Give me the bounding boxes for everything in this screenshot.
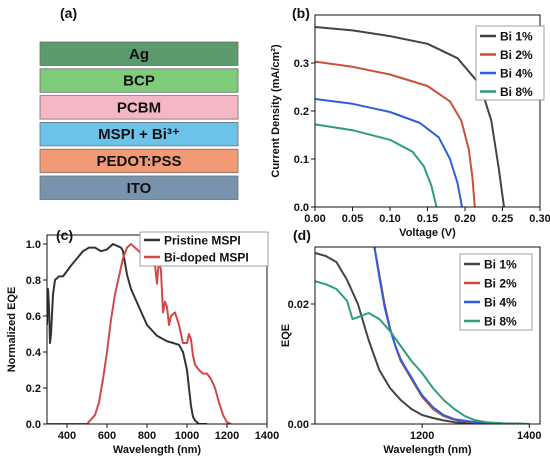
- x-tick-label: 0.30: [529, 213, 550, 225]
- y-tick-label: 0.1: [294, 154, 309, 166]
- legend-label: Pristine MSPI: [164, 234, 241, 248]
- series-line-bi-8-: [315, 123, 438, 207]
- layer-5-rect: [39, 175, 239, 200]
- layer-2-rect: [39, 95, 239, 120]
- x-tick-label: 800: [138, 430, 156, 442]
- legend-label: Bi 1%: [484, 258, 517, 272]
- legend-label: Bi 1%: [500, 30, 533, 44]
- y-tick-label: 0.3: [294, 58, 309, 70]
- y-tick-label: 0.4: [26, 347, 42, 359]
- series-line-bi-1-: [315, 26, 505, 207]
- x-tick-label: 1200: [410, 430, 434, 442]
- panel-d-label: (d): [293, 227, 311, 243]
- y-tick-label: 0.2: [294, 106, 309, 118]
- legend-label: Bi 4%: [500, 67, 533, 81]
- x-tick-label: 0.15: [417, 213, 438, 225]
- layer-0-label: Ag: [129, 46, 149, 63]
- series-line-bi-doped-mspi: [47, 243, 232, 424]
- series-line-pristine-mspi: [47, 243, 207, 424]
- y-axis-title: Normalized EQE: [6, 287, 18, 373]
- legend-label: Bi-doped MSPI: [164, 251, 249, 265]
- x-axis-title: Wavelength (nm): [383, 444, 472, 456]
- y-tick-label: 0.2: [26, 383, 41, 395]
- series-line-bi-4-: [315, 98, 463, 207]
- layer-0-rect: [39, 41, 239, 66]
- eqe-chart: 1200 1400 0.00 0.02 Wavelength (nm) EQE Bi 1% B…: [280, 246, 542, 456]
- series-line-bi-1-: [315, 252, 530, 424]
- y-tick-label: 1.0: [26, 239, 41, 251]
- x-axis-title: Voltage (V): [399, 227, 456, 239]
- x-axis-title: Wavelength (nm): [113, 444, 202, 456]
- chart-b-series-group: [315, 26, 505, 207]
- legend-label: Bi 2%: [500, 48, 533, 62]
- chart-d-series-group: [315, 247, 530, 424]
- x-tick-label: 1000: [175, 430, 199, 442]
- series-line-bi-2-: [315, 60, 476, 207]
- chart-c-series-group: [47, 243, 232, 424]
- device-stack: Ag BCP PCBM MSPI + Bi³⁺ PEDOT:PSS ITO: [39, 41, 239, 200]
- x-tick-label: 0.05: [342, 213, 363, 225]
- y-axis-title: Current Density (mA/cm²): [270, 44, 282, 178]
- legend-label: Bi 2%: [484, 277, 517, 291]
- layer-2-label: PCBM: [117, 99, 161, 116]
- panel-a-label: (a): [60, 5, 77, 21]
- y-tick-label: 0.6: [26, 311, 41, 323]
- x-tick-label: 1400: [255, 430, 279, 442]
- x-tick-label: 0.25: [492, 213, 513, 225]
- x-tick-label: 0.00: [304, 213, 325, 225]
- panel-b-label: (b): [292, 5, 310, 21]
- chart-b-legend-box: [475, 25, 545, 101]
- layer-4-label: PEDOT:PSS: [96, 153, 181, 170]
- layer-1-label: BCP: [123, 73, 155, 90]
- legend-label: Bi 4%: [484, 296, 517, 310]
- series-line-bi-8-: [315, 280, 530, 424]
- normalized-eqe-chart: 400 600 800 1000 1200 1400 0.0 0.2 0.4 0.6 0.8 1.0 W…: [6, 231, 279, 456]
- layer-3-rect: [39, 122, 239, 147]
- series-line-bi-4-: [373, 247, 530, 424]
- layer-4-rect: [39, 148, 239, 174]
- chart-c-legend-box: [139, 231, 269, 267]
- legend-label: Bi 8%: [484, 315, 517, 329]
- x-tick-label: 0.10: [379, 213, 400, 225]
- layer-3-label: MSPI + Bi³⁺: [98, 126, 180, 143]
- y-tick-label: 0.8: [26, 275, 41, 287]
- x-tick-label: 1400: [517, 430, 541, 442]
- y-axis-title: EQE: [280, 324, 292, 347]
- x-tick-label: 1200: [215, 430, 239, 442]
- chart-d-legend-box: [459, 253, 533, 331]
- y-tick-label: 0.0: [26, 419, 41, 431]
- x-tick-label: 0.20: [454, 213, 475, 225]
- chart-d-frame: [314, 246, 541, 425]
- x-tick-label: 600: [98, 430, 116, 442]
- layer-1-rect: [39, 68, 239, 93]
- y-tick-label: 0.0: [294, 202, 309, 214]
- y-tick-label: 0.02: [288, 299, 309, 311]
- y-tick-label: 0.00: [288, 419, 309, 431]
- x-tick-label: 400: [58, 430, 76, 442]
- jv-chart: 0.00 0.05 0.10 0.15 0.20 0.25 0.30 0.0 0.1 0.2 0.3…: [270, 14, 550, 239]
- layer-5-label: ITO: [127, 180, 152, 197]
- legend-label: Bi 8%: [500, 85, 533, 99]
